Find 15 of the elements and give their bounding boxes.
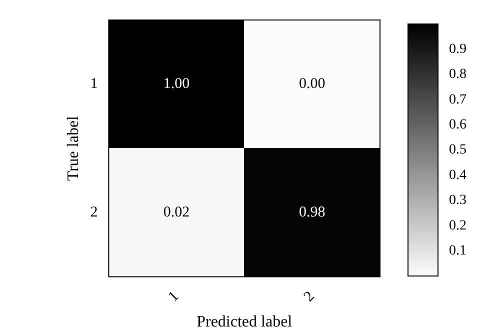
color-bar-label: 0.8 [449,67,466,82]
color-bar-label: 0.2 [449,218,466,234]
x-axis-title: Predicted label [196,314,293,331]
color-bar-label: 0.3 [449,193,466,208]
data-label: 0.00 [299,76,326,92]
color-bar-label: 0.6 [449,117,466,132]
color-bar-label: 0.4 [449,168,466,183]
data-label: 1.00 [163,76,190,92]
data-label: 0.98 [299,204,326,221]
y-axis-title: True label [64,115,82,181]
color-bar-label: 0.5 [449,142,466,158]
color-bar-label: 0.1 [449,243,466,258]
color-bar-label: 0.9 [449,42,466,57]
color-bar-label: 0.7 [449,92,466,108]
data-label: 0.02 [163,204,190,221]
